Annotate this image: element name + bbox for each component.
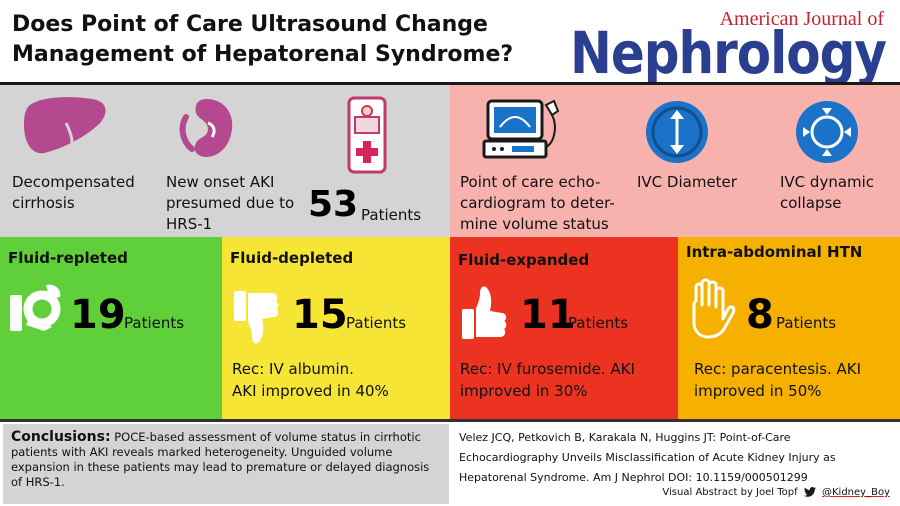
fluid-expanded-card: Fluid-expanded 11 Patients Rec: IV furos… bbox=[450, 237, 678, 419]
ivc-diameter-label: IVC Diameter bbox=[637, 173, 737, 191]
conclusions-text: POCE-based assessment of volume status i… bbox=[11, 430, 430, 489]
journal-logo[interactable]: American Journal of Nephrology bbox=[570, 6, 892, 87]
thumbs-up-icon bbox=[462, 286, 507, 339]
group-count: 11 bbox=[520, 292, 576, 338]
group-title: Fluid-depleted bbox=[230, 249, 354, 267]
group-title: Fluid-repleted bbox=[8, 249, 128, 267]
ok-hand-icon bbox=[10, 284, 61, 331]
kidney-icon bbox=[179, 99, 233, 157]
citation-line-1: Velez JCQ, Petkovich B, Karakala N, Hugg… bbox=[459, 431, 791, 444]
header-divider bbox=[0, 82, 900, 85]
group-count: 15 bbox=[292, 292, 348, 338]
aki-label: New onset AKI presumed due to HRS-1 bbox=[166, 173, 295, 233]
group-count-label: Patients bbox=[568, 314, 629, 332]
group-count: 19 bbox=[70, 292, 126, 338]
stop-hand-icon bbox=[692, 278, 736, 339]
total-patients-count: 53 bbox=[308, 184, 359, 225]
group-count-label: Patients bbox=[346, 314, 407, 332]
ivc-collapse-icon bbox=[796, 101, 858, 163]
group-recommendation: Rec: IV furosemide. AKI improved in 30% bbox=[460, 360, 635, 400]
ivc-diameter-icon bbox=[646, 101, 708, 163]
group-count-label: Patients bbox=[776, 314, 837, 332]
group-title: Intra-abdominal HTN bbox=[686, 243, 863, 261]
total-patients-label: Patients bbox=[361, 206, 422, 224]
group-recommendation: Rec: paracentesis. AKI improved in 50% bbox=[694, 360, 862, 400]
ultrasound-machine-icon bbox=[482, 99, 560, 159]
journal-logo-name: Nephrology bbox=[569, 20, 887, 87]
group-count-label: Patients bbox=[124, 314, 185, 332]
page-title: Does Point of Care Ultrasound Change Man… bbox=[12, 10, 552, 70]
twitter-icon[interactable] bbox=[803, 487, 816, 497]
title-line-1: Does Point of Care Ultrasound Change bbox=[12, 12, 488, 37]
citation-line-3: Hepatorenal Syndrome. Am J Nephrol DOI: … bbox=[459, 471, 808, 484]
title-line-2: Management of Hepatorenal Syndrome? bbox=[12, 42, 514, 67]
intra-abdominal-htn-card: Intra-abdominal HTN 8 Patients Rec: para… bbox=[678, 237, 900, 419]
patient-bed-icon bbox=[347, 96, 387, 174]
ivc-collapse-label: IVC dynamic collapse bbox=[780, 173, 875, 212]
conclusions-box: Conclusions: POCE-based assessment of vo… bbox=[3, 424, 449, 504]
fluid-repleted-card: Fluid-repleted 19 Patients bbox=[0, 237, 222, 419]
citation-line-2: Echocardiography Unveils Misclassificati… bbox=[459, 451, 836, 464]
group-title: Fluid-expanded bbox=[458, 251, 590, 269]
thumbs-down-icon bbox=[234, 291, 279, 344]
footer-divider bbox=[0, 419, 900, 422]
fluid-depleted-card: Fluid-depleted 15 Patients Rec: IV album… bbox=[222, 237, 450, 419]
group-recommendation: Rec: IV albumin. AKI improved in 40% bbox=[232, 360, 389, 400]
conclusions-heading: Conclusions: bbox=[11, 429, 111, 445]
cirrhosis-label: Decompensated cirrhosis bbox=[12, 173, 135, 212]
liver-icon bbox=[24, 97, 106, 156]
journal-logo-subtitle: American Journal of bbox=[719, 8, 884, 30]
twitter-handle-link[interactable]: @Kidney_Boy bbox=[822, 487, 890, 498]
author-credit: Visual Abstract by Joel Topf @Kidney_Boy bbox=[662, 487, 890, 498]
credit-text: Visual Abstract by Joel Topf bbox=[662, 487, 798, 498]
group-count: 8 bbox=[746, 292, 774, 338]
citation[interactable]: Velez JCQ, Petkovich B, Karakala N, Hugg… bbox=[459, 428, 895, 488]
poce-label: Point of care echo- cardiogram to deter-… bbox=[460, 173, 615, 233]
